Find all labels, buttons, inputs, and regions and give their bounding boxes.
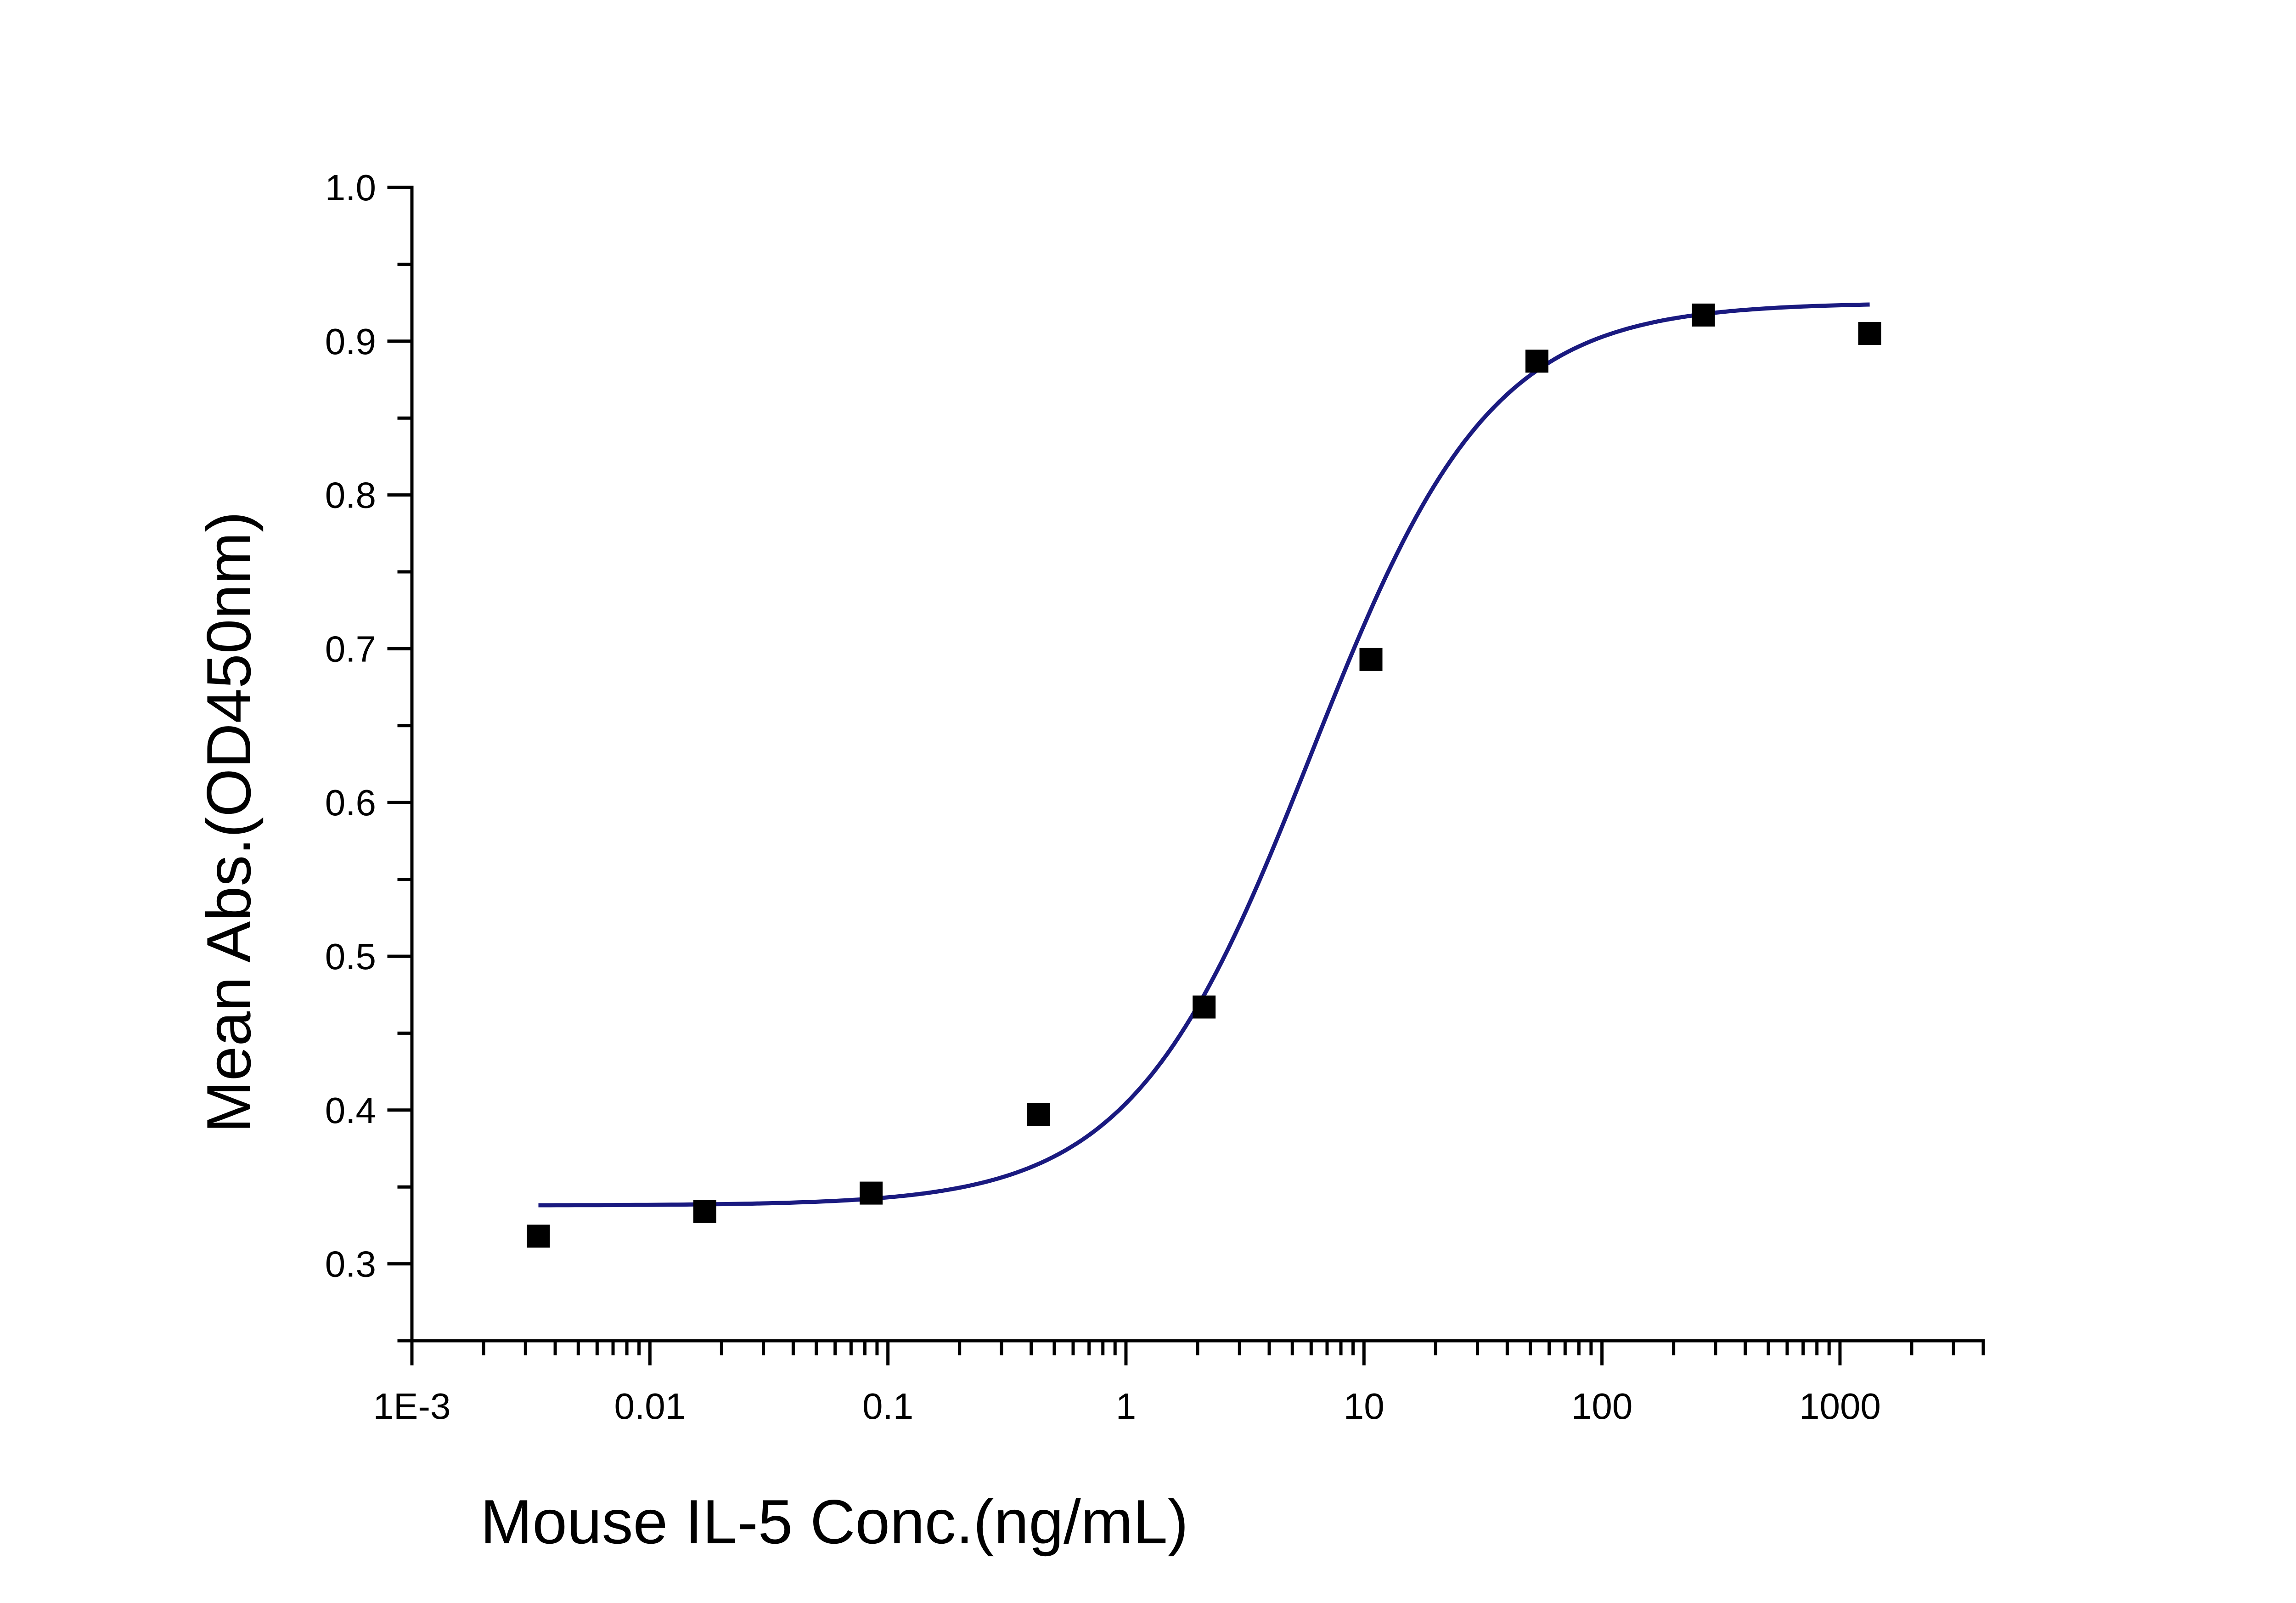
data-point [1858, 322, 1881, 345]
y-tick-label: 0.7 [325, 628, 376, 669]
data-points-layer [527, 303, 1881, 1248]
y-tick-label: 0.5 [325, 936, 376, 977]
fit-curve-layer [538, 302, 1870, 1208]
y-tick-label: 1.0 [325, 167, 376, 208]
data-point [527, 1225, 550, 1248]
x-tick-label: 1E-3 [373, 1386, 451, 1427]
y-tick-label: 0.9 [325, 321, 376, 362]
axes-layer [387, 186, 1985, 1366]
x-tick-label: 100 [1571, 1386, 1632, 1427]
tick-labels-layer: 0.3 0.4 0.5 0.6 0.7 0.8 0.9 1.0 1E-3 0.01 0.1 1 10 10… [325, 167, 1881, 1427]
fit-curve-line [538, 302, 1870, 1208]
y-tick-label: 0.3 [325, 1244, 376, 1285]
data-point [1193, 995, 1216, 1019]
data-point [1692, 303, 1715, 327]
x-tick-label: 0.01 [614, 1386, 686, 1427]
data-point [693, 1200, 716, 1223]
x-axis-title: Mouse IL-5 Conc.(ng/mL) [480, 1487, 1188, 1557]
y-tick-label: 0.8 [325, 475, 376, 516]
x-tick-label: 1000 [1799, 1386, 1881, 1427]
data-point [1525, 350, 1548, 373]
y-tick-label: 0.4 [325, 1090, 376, 1131]
x-tick-label: 10 [1344, 1386, 1384, 1427]
x-tick-label: 1 [1116, 1386, 1137, 1427]
x-tick-label: 0.1 [862, 1386, 913, 1427]
data-point [860, 1181, 883, 1205]
y-axis-title: Mean Abs.(OD450nm) [194, 511, 264, 1133]
data-point [1359, 648, 1383, 671]
y-tick-label: 0.6 [325, 782, 376, 823]
data-point [1027, 1103, 1050, 1126]
